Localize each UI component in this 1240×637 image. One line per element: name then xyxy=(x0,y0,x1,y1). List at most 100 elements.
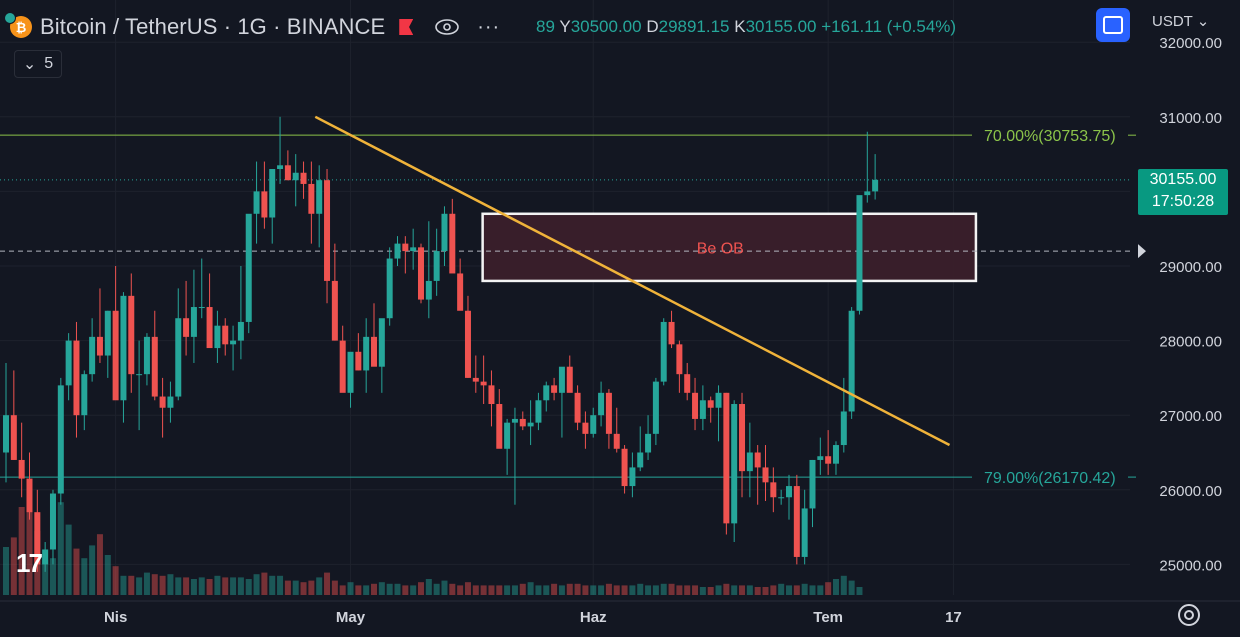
eye-icon[interactable] xyxy=(435,19,460,35)
volume-bar xyxy=(840,575,847,595)
more-options-icon[interactable]: ··· xyxy=(477,15,501,38)
candle-body xyxy=(339,340,346,393)
volume-bar xyxy=(543,585,550,595)
volume-bar xyxy=(394,583,401,595)
candle-body xyxy=(519,418,526,427)
settings-gear-icon[interactable] xyxy=(1178,604,1200,626)
candle-body xyxy=(535,400,542,423)
candle-body xyxy=(739,404,746,472)
volume-bar xyxy=(605,583,612,595)
candle-body xyxy=(786,486,792,498)
volume-bar xyxy=(472,585,479,595)
candle-body xyxy=(848,310,855,412)
tradingview-logo-icon[interactable]: 17 xyxy=(16,548,43,578)
volume-bar xyxy=(715,585,722,595)
candle-body xyxy=(198,307,205,309)
y-axis-tick-label: 29000.00 xyxy=(1159,259,1222,276)
volume-bar xyxy=(527,582,534,595)
y-axis-tick-label: 25000.00 xyxy=(1159,557,1222,574)
volume-bar xyxy=(692,585,699,595)
layout-button[interactable] xyxy=(1096,8,1130,42)
candle-body xyxy=(371,336,378,367)
volume-bar xyxy=(645,585,652,595)
candle-body xyxy=(112,310,119,401)
volume-bar xyxy=(355,585,362,595)
volume-bar xyxy=(629,585,636,595)
candle-body xyxy=(237,321,244,341)
candle-body xyxy=(472,377,479,382)
candle-body xyxy=(637,452,644,468)
volume-bar xyxy=(535,585,542,595)
candle-body xyxy=(261,191,268,218)
volume-bar xyxy=(339,585,346,595)
volume-bar xyxy=(136,577,143,595)
candle-body xyxy=(645,433,652,453)
candle-body xyxy=(511,418,518,423)
volume-bar xyxy=(613,585,620,595)
volume-bar xyxy=(284,580,291,595)
volume-bar xyxy=(551,583,558,595)
candle-body xyxy=(65,340,72,386)
volume-bar xyxy=(347,582,354,595)
candle-body xyxy=(143,336,150,375)
candle-body xyxy=(676,344,683,375)
volume-bar xyxy=(81,558,88,595)
volume-bar xyxy=(18,507,25,595)
volume-bar xyxy=(245,579,252,595)
flag-icon[interactable] xyxy=(399,19,414,35)
volume-bar xyxy=(488,585,495,595)
candle-body xyxy=(42,549,49,565)
volume-bar xyxy=(425,579,432,595)
indicators-collapse-button[interactable]: ⌄ 5 xyxy=(14,50,62,78)
volume-bar xyxy=(637,583,644,595)
volume-bar xyxy=(464,582,471,595)
volume-bar xyxy=(386,583,393,595)
volume-bar xyxy=(652,585,659,595)
volume-bar xyxy=(300,582,307,595)
volume-bar xyxy=(269,575,276,595)
volume-bar xyxy=(848,580,855,595)
candle-body xyxy=(692,392,699,419)
candle-body xyxy=(723,392,730,524)
volume-bar xyxy=(511,585,518,595)
y-axis-tick-label: 26000.00 xyxy=(1159,483,1222,500)
volume-bar xyxy=(237,577,244,595)
volume-bar xyxy=(856,587,863,595)
candle-body xyxy=(433,251,440,281)
candle-body xyxy=(222,325,229,345)
volume-bar xyxy=(402,585,409,595)
volume-bar xyxy=(308,580,315,595)
volume-bar xyxy=(190,579,197,595)
candle-body xyxy=(793,486,800,557)
candle-body xyxy=(57,385,64,494)
volume-bar xyxy=(441,580,448,595)
candle-body xyxy=(128,295,135,375)
volume-bar xyxy=(230,577,237,595)
volume-bar xyxy=(731,585,738,595)
candle-body xyxy=(480,381,487,386)
symbol-title[interactable]: Bitcoin / TetherUS · 1G · BINANCE xyxy=(40,14,386,39)
y-axis-tick-label: 27000.00 xyxy=(1159,408,1222,425)
x-axis-tick-label: Tem xyxy=(813,609,843,626)
candle-body xyxy=(832,445,839,464)
volume-bar xyxy=(175,577,182,595)
candle-body xyxy=(18,459,25,479)
volume-bar xyxy=(65,524,72,595)
candle-body xyxy=(394,243,401,259)
volume-bar xyxy=(10,537,17,595)
volume-bar xyxy=(809,585,816,595)
volume-bar xyxy=(96,534,103,595)
volume-bar xyxy=(457,585,464,595)
candle-body xyxy=(613,433,620,449)
currency-selector[interactable]: USDT ⌄ xyxy=(1152,12,1209,30)
fib-level-label: 70.00%(30753.75) xyxy=(984,128,1116,145)
candle-body xyxy=(449,213,456,274)
volume-bar xyxy=(825,582,832,595)
volume-bar xyxy=(786,585,792,595)
candle-body xyxy=(754,452,761,468)
candle-body xyxy=(417,247,424,300)
volume-bar xyxy=(104,555,111,595)
indicators-count: 5 xyxy=(44,55,54,72)
